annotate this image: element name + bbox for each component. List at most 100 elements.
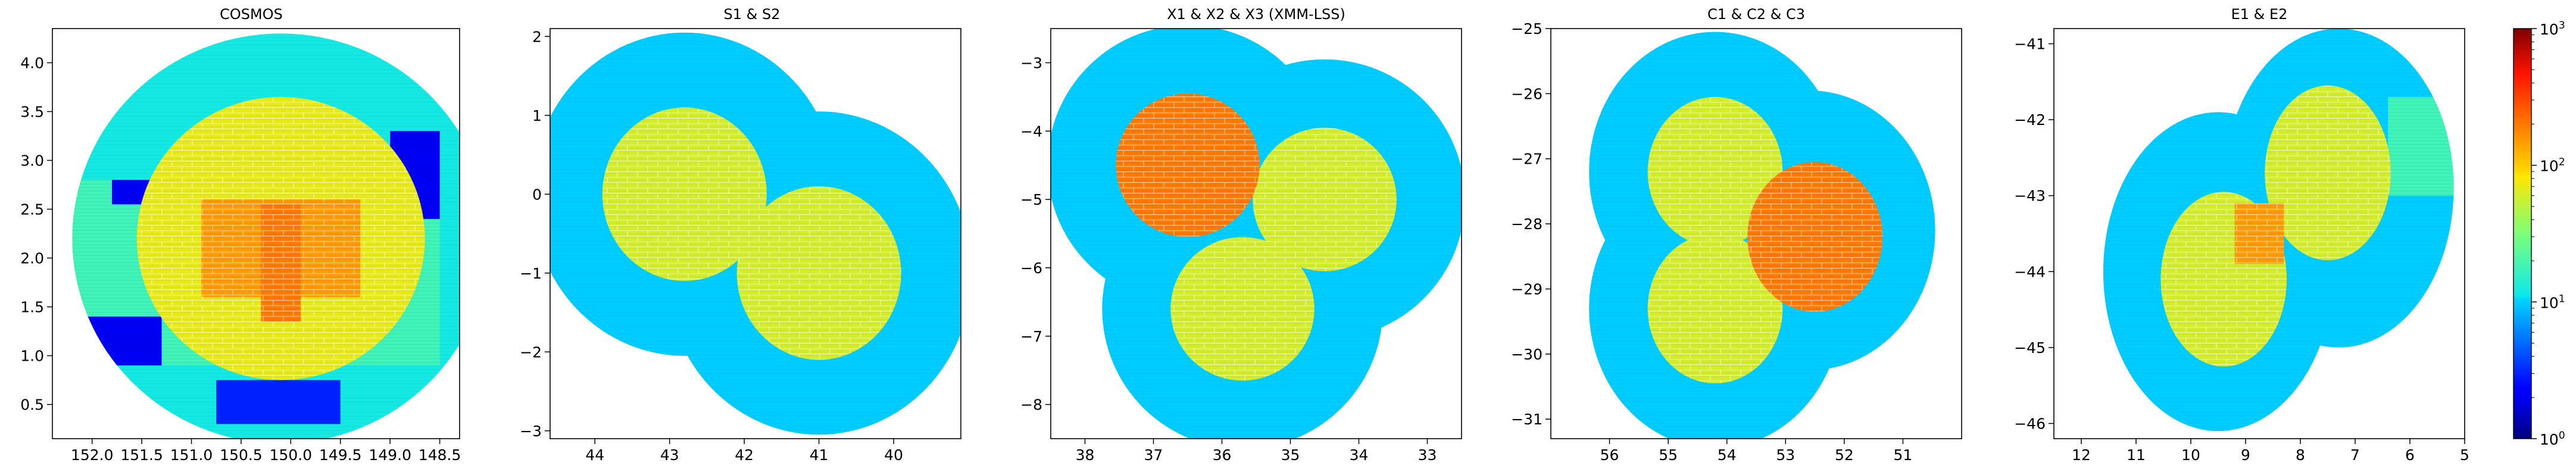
y-tick-label: 1.5: [20, 299, 44, 316]
heatmap-layer: [2103, 29, 2454, 432]
x-tick-label: 9: [2241, 446, 2250, 464]
y-tick-label: 3.5: [20, 103, 44, 120]
x-tick-label: 150.5: [220, 446, 263, 464]
y-tick-label: −8: [1020, 396, 1042, 414]
colorbar-tick-label: 100: [2540, 430, 2565, 448]
x-tick-label: 34: [1350, 446, 1369, 464]
axes-frame: [1050, 28, 1462, 439]
x-tick-labels: 56 55 54 53 52 51: [1600, 446, 1913, 464]
y-tick-label: −3: [520, 423, 542, 440]
tick-marks: [1045, 62, 1428, 444]
y-tick-label: −28: [1511, 215, 1543, 233]
y-tick-label: 2.0: [20, 250, 44, 267]
heatmap-layer: [1589, 32, 1935, 439]
axes-frame: [1550, 28, 1962, 439]
x-tick-label: 40: [884, 446, 903, 464]
y-tick-label: −45: [2014, 339, 2046, 357]
x-tick-label: 152.0: [71, 446, 114, 464]
y-tick-label: −4: [1020, 123, 1042, 140]
panel-title: S1 & S2: [724, 6, 780, 23]
axes-frame: [52, 28, 460, 439]
x-tick-label: 11: [2127, 446, 2146, 464]
panel-title: X1 & X2 & X3 (XMM-LSS): [1167, 6, 1345, 23]
y-tick-label: −30: [1511, 346, 1543, 363]
y-tick-label: −41: [2014, 36, 2046, 53]
y-tick-label: −42: [2014, 111, 2046, 129]
tick-marks: [2049, 43, 2465, 444]
colorbar-tick-label: 102: [2540, 157, 2565, 175]
x-tick-labels: 152.0 151.5 151.0 150.5 150.0 149.5 149.…: [71, 446, 461, 464]
axes-frame: [2053, 28, 2465, 439]
tick-marks: [1545, 28, 1904, 444]
heatmap-layer: [550, 32, 961, 435]
x-tick-label: 56: [1600, 446, 1619, 464]
x-tick-labels: 44 43 42 41 40: [585, 446, 903, 464]
y-tick-labels: −46 −45 −44 −43 −42 −41: [2014, 36, 2046, 433]
x-tick-label: 35: [1281, 446, 1300, 464]
heatmap-layer: [1051, 29, 1462, 439]
tick-marks: [47, 62, 441, 444]
y-tick-label: −3: [1020, 54, 1042, 71]
x-tick-label: 149.5: [319, 446, 362, 464]
axes-frame: [549, 28, 961, 439]
panel-c1-c2-c3: C1 & C2 & C3 56 55 54 53 52 51 −31 −30 −…: [1511, 6, 1962, 464]
x-tick-label: 42: [735, 446, 754, 464]
x-tick-label: 53: [1776, 446, 1795, 464]
colorbar: 100 101 102 103: [2513, 20, 2565, 448]
y-tick-label: −46: [2014, 415, 2046, 432]
texture-overlay: [1051, 29, 1462, 439]
x-tick-label: 41: [810, 446, 829, 464]
colorbar-tick-label: 101: [2540, 293, 2565, 311]
panel-xmm-lss: X1 & X2 & X3 (XMM-LSS) 38 37 36 35 34 33…: [1020, 6, 1462, 464]
y-tick-labels: 0.5 1.0 1.5 2.0 2.5 3.0 3.5 4.0: [20, 54, 44, 413]
x-tick-label: 36: [1213, 446, 1232, 464]
y-tick-label: −29: [1511, 280, 1543, 298]
panel-title: C1 & C2 & C3: [1707, 6, 1805, 23]
x-tick-label: 37: [1144, 446, 1163, 464]
y-tick-label: −5: [1020, 191, 1042, 208]
x-tick-label: 7: [2350, 446, 2360, 464]
y-tick-label: −25: [1511, 20, 1543, 37]
x-tick-label: 5: [2460, 446, 2469, 464]
colorbar-tick-label: 103: [2540, 20, 2565, 38]
x-tick-label: 44: [585, 446, 604, 464]
texture-overlay: [1589, 32, 1935, 439]
y-tick-label: −44: [2014, 263, 2046, 280]
x-tick-label: 151.5: [120, 446, 163, 464]
colorbar-gradient: [2513, 28, 2532, 439]
texture-overlay: [550, 32, 961, 435]
x-tick-label: 54: [1718, 446, 1737, 464]
y-tick-label: 4.0: [20, 54, 44, 71]
y-tick-label: −1: [520, 265, 542, 282]
y-tick-labels: −8 −7 −6 −5 −4 −3: [1020, 54, 1042, 413]
x-tick-label: 10: [2181, 446, 2200, 464]
x-tick-label: 33: [1418, 446, 1437, 464]
x-tick-label: 43: [660, 446, 679, 464]
x-tick-label: 150.0: [270, 446, 313, 464]
y-tick-label: 0: [532, 186, 542, 203]
panel-s1-s2: S1 & S2 44 43 42 41 40 −3 −2 −1 0 1 2: [520, 6, 961, 464]
x-tick-label: 148.5: [419, 446, 461, 464]
x-tick-label: 6: [2405, 446, 2415, 464]
y-tick-label: −31: [1511, 411, 1543, 428]
heatmap-layer: [72, 33, 460, 439]
x-tick-labels: 12 11 10 9 8 7 6 5: [2072, 446, 2469, 464]
x-tick-label: 51: [1894, 446, 1913, 464]
x-tick-label: 12: [2072, 446, 2091, 464]
y-tick-label: 1: [532, 107, 542, 124]
x-tick-labels: 38 37 36 35 34 33: [1076, 446, 1437, 464]
x-tick-label: 8: [2296, 446, 2305, 464]
texture-overlay: [2103, 29, 2454, 432]
y-tick-label: 2: [532, 28, 542, 45]
y-tick-label: −7: [1020, 328, 1042, 345]
texture-overlay: [72, 33, 460, 439]
y-tick-label: −26: [1511, 85, 1543, 102]
y-tick-label: 0.5: [20, 396, 44, 414]
y-tick-label: −27: [1511, 151, 1543, 168]
panel-title: E1 & E2: [2231, 6, 2288, 23]
panel-cosmos: COSMOS 152.0 151.5 151.0 150.5 150.0 149…: [20, 6, 461, 464]
y-tick-label: −43: [2014, 187, 2046, 205]
y-tick-label: 1.0: [20, 348, 44, 365]
colorbar-ticks: [2531, 28, 2537, 439]
panel-e1-e2: E1 & E2 12 11 10 9 8 7 6 5 −46 −45 −44 −…: [2014, 6, 2469, 464]
